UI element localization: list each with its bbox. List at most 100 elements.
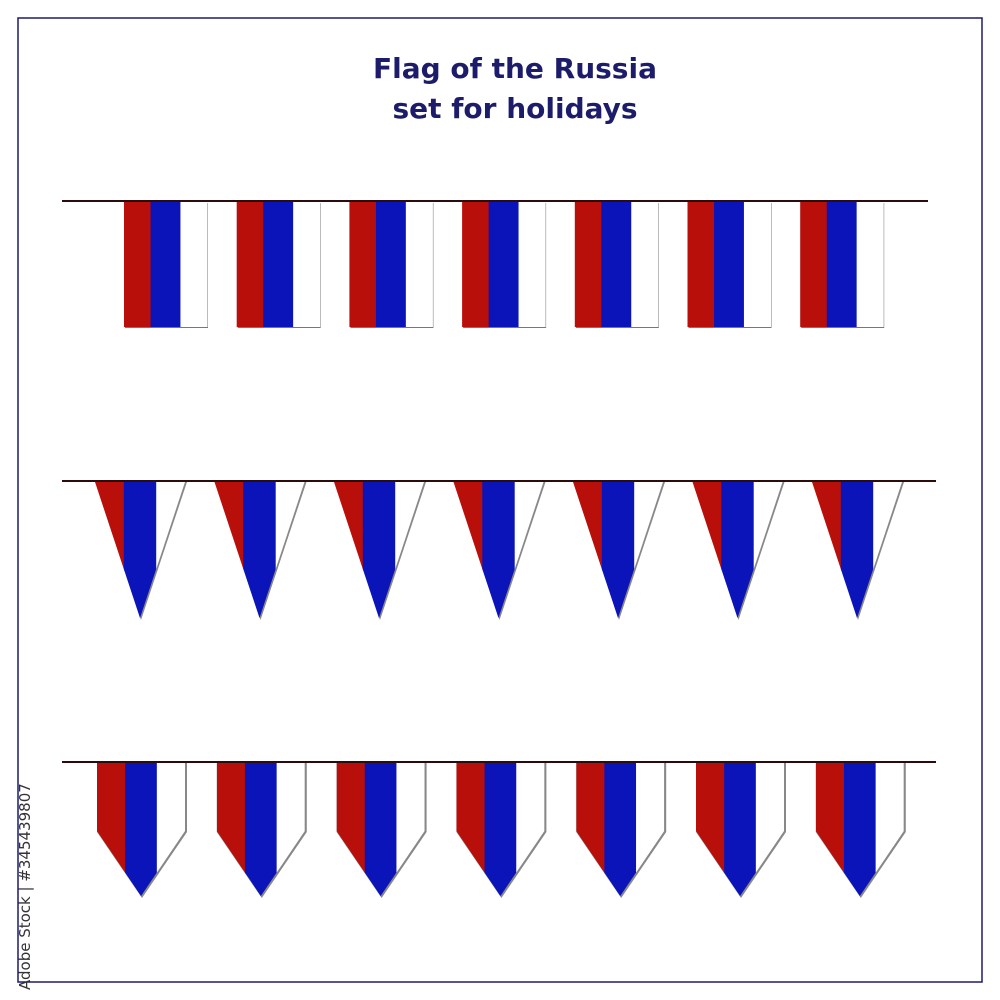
flag-stripes	[214, 482, 305, 618]
stripe	[815, 763, 845, 896]
flag-stripes	[812, 482, 902, 618]
stripe	[125, 763, 158, 896]
stripe	[518, 202, 546, 327]
flag	[124, 202, 208, 328]
stripe	[244, 763, 278, 896]
stripe	[692, 482, 722, 618]
stripe	[180, 202, 208, 327]
flag-stripes	[456, 763, 545, 896]
flag-stripes	[124, 202, 208, 327]
stripe	[293, 202, 321, 327]
stripe	[856, 202, 884, 327]
stripe	[514, 482, 544, 618]
stripe	[95, 482, 125, 618]
pennant	[336, 763, 427, 898]
stripe	[275, 482, 305, 618]
stripe	[150, 202, 181, 327]
pennant	[334, 482, 426, 620]
flag-stripes	[216, 763, 305, 896]
flag-stripes	[696, 763, 784, 896]
flag-stripes	[97, 763, 185, 896]
stripe	[826, 202, 858, 327]
title: Flag of the Russia	[373, 52, 657, 85]
watermark: Adobe Stock | #345439807	[16, 783, 34, 990]
stripe	[601, 202, 632, 327]
stripe	[243, 482, 277, 618]
subtitle: set for holidays	[392, 92, 637, 125]
stripe	[601, 482, 635, 618]
stripe	[573, 482, 603, 618]
pennant	[815, 763, 906, 898]
stripe	[724, 763, 757, 896]
stripe	[453, 482, 483, 618]
stripe	[753, 482, 783, 618]
stripe	[631, 202, 659, 327]
stripe	[334, 482, 364, 618]
stripe	[405, 202, 433, 327]
pennant	[692, 482, 785, 620]
flag	[236, 202, 321, 328]
stripe	[875, 763, 904, 896]
flag-stripes	[336, 763, 425, 896]
stripe	[840, 482, 874, 618]
flag-stripes	[815, 763, 904, 896]
pennant	[453, 482, 546, 620]
stripe	[604, 763, 637, 896]
stripe	[488, 202, 520, 327]
stripe	[395, 482, 424, 618]
stripe	[696, 763, 725, 896]
flag-stripes	[687, 202, 771, 327]
flag	[574, 202, 659, 328]
flag-stripes	[692, 482, 783, 618]
flag-stripes	[800, 202, 884, 327]
stripe	[156, 482, 185, 618]
stripe	[216, 763, 246, 896]
stripe	[482, 482, 516, 618]
stripe	[123, 482, 157, 618]
stripe	[721, 482, 755, 618]
flag-stripes	[334, 482, 424, 618]
stripe	[843, 763, 877, 896]
stripe	[336, 763, 366, 896]
pennant	[97, 763, 187, 898]
flag-stripes	[95, 482, 185, 618]
stripe	[364, 763, 397, 896]
pennant	[95, 482, 187, 620]
stripe	[873, 482, 902, 618]
stripe	[714, 202, 745, 327]
stripe	[362, 482, 396, 618]
stripe	[755, 763, 784, 896]
pennant	[812, 482, 904, 620]
flag-stripes	[573, 482, 663, 618]
stripe	[276, 763, 305, 896]
garlands	[62, 200, 936, 898]
flag-stripes	[574, 202, 659, 327]
stripe	[687, 202, 715, 327]
flag-stripes	[236, 202, 321, 327]
stripe	[396, 763, 425, 896]
stripe	[484, 763, 517, 896]
stripe	[812, 482, 842, 618]
stripe	[800, 202, 828, 327]
pennant	[216, 763, 307, 898]
pennant	[456, 763, 547, 898]
stripe	[214, 482, 244, 618]
stripe	[456, 763, 486, 896]
flag-stripes	[576, 763, 665, 896]
flag	[349, 202, 434, 328]
stripe	[236, 202, 264, 327]
stripe	[124, 202, 152, 327]
flag	[800, 202, 885, 328]
stripe	[349, 202, 377, 327]
stripe	[97, 763, 126, 896]
pennant	[573, 482, 665, 620]
frame	[17, 17, 983, 983]
stripe	[375, 202, 407, 327]
flag	[687, 202, 772, 328]
stripe	[462, 202, 490, 327]
pennant	[696, 763, 786, 898]
flag	[462, 202, 547, 328]
stripe	[263, 202, 294, 327]
pennant	[214, 482, 307, 620]
